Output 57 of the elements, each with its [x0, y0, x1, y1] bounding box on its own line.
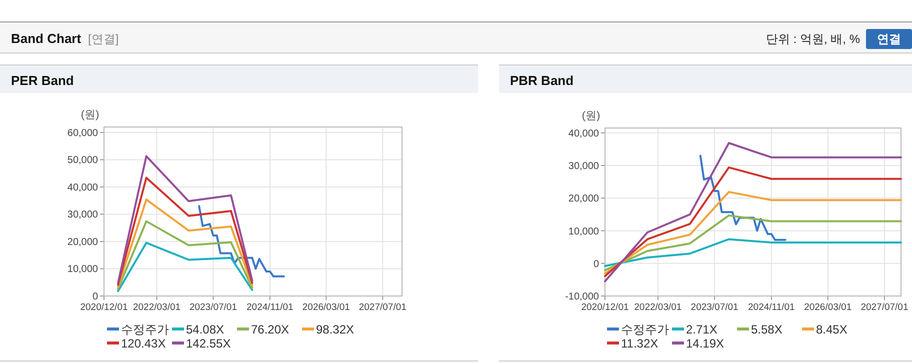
button: 연결: [866, 29, 912, 49]
line-series: [117, 176, 254, 286]
line-series: [604, 238, 902, 267]
x-tick-label: 2027/07/01: [860, 302, 908, 313]
line-series: [604, 190, 902, 274]
y-tick-label: 30,000: [568, 161, 600, 172]
x-tick-label: 2022/03/01: [132, 302, 181, 313]
legend-label: 120.43X: [121, 336, 166, 350]
y-tick-label: -10,000: [565, 292, 600, 302]
text: [연결]: [88, 32, 119, 46]
line-series: [117, 242, 254, 292]
x-tick-label: 2024/11/01: [748, 302, 795, 313]
legend-label: 14.19X: [686, 336, 724, 350]
legend-label: 98.32X: [316, 322, 354, 336]
x-tick-label: 2026/03/01: [302, 302, 350, 313]
y-tick-label: 40,000: [568, 128, 600, 140]
line-series: [699, 154, 786, 241]
line-series: [604, 166, 902, 278]
line-series: [117, 155, 254, 284]
y-tick-label: 10,000: [568, 226, 600, 238]
chart-title: PBR Band: [510, 73, 574, 88]
x-tick-label: 2023/07/01: [189, 302, 237, 313]
y-tick-label: 60,000: [67, 128, 98, 139]
y-tick-label: 30,000: [67, 210, 98, 221]
y-tick-label: 50,000: [67, 155, 98, 166]
y-tick-label: 0: [593, 258, 600, 270]
line-series: [117, 220, 254, 290]
x-tick-label: 2024/11/01: [246, 302, 294, 313]
y-axis-title: (원): [80, 109, 100, 121]
legend-label: 11.32X: [621, 336, 658, 350]
x-tick-label: 2022/03/01: [634, 302, 682, 313]
legend-label: 142.55X: [186, 336, 231, 350]
y-tick-label: 20,000: [67, 236, 98, 248]
x-tick-label: 2020/12/01: [80, 302, 128, 313]
x-tick-label: 2026/03/01: [804, 302, 852, 313]
line-series: [604, 142, 902, 282]
y-tick-label: 10,000: [67, 264, 98, 276]
x-tick-label: 2027/07/01: [358, 302, 406, 313]
y-tick-label: 0: [92, 292, 98, 302]
line-series: [117, 198, 254, 288]
chart-title: PER Band: [11, 73, 74, 88]
line-series: [604, 214, 902, 272]
legend-label: 수정주가: [121, 322, 169, 336]
legend-label: 2.71X: [686, 322, 718, 336]
line-series: [198, 205, 285, 278]
x-tick-label: 2023/07/01: [690, 302, 738, 313]
legend-label: 8.45X: [816, 322, 848, 336]
legend-label: 5.58X: [751, 322, 782, 336]
legend-label: 54.08X: [186, 322, 224, 336]
legend-label: 76.20X: [251, 322, 290, 336]
y-tick-label: 40,000: [67, 182, 98, 194]
legend-label: 수정주가: [621, 322, 669, 336]
y-tick-label: 20,000: [568, 194, 600, 205]
x-tick-label: 2020/12/01: [581, 302, 629, 313]
text: Band Chart: [11, 31, 82, 46]
y-axis-title: (원): [582, 110, 600, 122]
text: 단위 : 억원, 배, %: [766, 32, 860, 46]
